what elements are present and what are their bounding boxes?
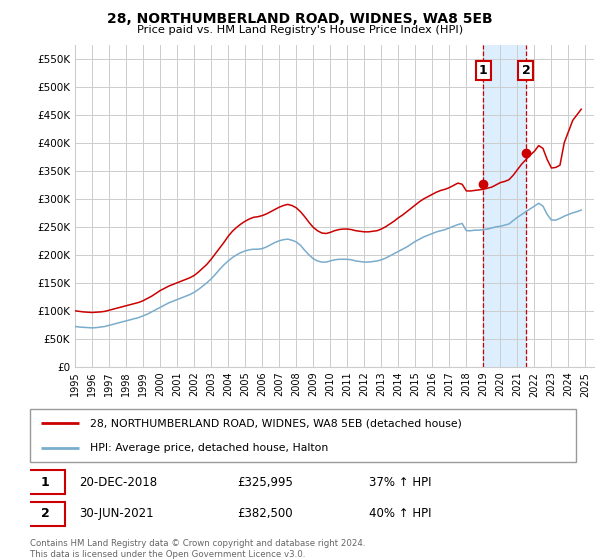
FancyBboxPatch shape — [25, 470, 65, 494]
Text: 2: 2 — [41, 507, 49, 520]
Text: Contains HM Land Registry data © Crown copyright and database right 2024.
This d: Contains HM Land Registry data © Crown c… — [30, 539, 365, 559]
FancyBboxPatch shape — [25, 502, 65, 526]
Text: HPI: Average price, detached house, Halton: HPI: Average price, detached house, Halt… — [90, 442, 328, 452]
Text: 37% ↑ HPI: 37% ↑ HPI — [368, 476, 431, 489]
Text: £382,500: £382,500 — [238, 507, 293, 520]
Text: 2: 2 — [521, 64, 530, 77]
Bar — [484, 45, 526, 367]
Text: £325,995: £325,995 — [238, 476, 293, 489]
Text: 28, NORTHUMBERLAND ROAD, WIDNES, WA8 5EB: 28, NORTHUMBERLAND ROAD, WIDNES, WA8 5EB — [107, 12, 493, 26]
Text: 30-JUN-2021: 30-JUN-2021 — [79, 507, 154, 520]
Text: Price paid vs. HM Land Registry's House Price Index (HPI): Price paid vs. HM Land Registry's House … — [137, 25, 463, 35]
Text: 1: 1 — [41, 476, 49, 489]
Text: 40% ↑ HPI: 40% ↑ HPI — [368, 507, 431, 520]
Text: 20-DEC-2018: 20-DEC-2018 — [79, 476, 157, 489]
Text: 28, NORTHUMBERLAND ROAD, WIDNES, WA8 5EB (detached house): 28, NORTHUMBERLAND ROAD, WIDNES, WA8 5EB… — [90, 418, 462, 428]
Text: 1: 1 — [479, 64, 488, 77]
